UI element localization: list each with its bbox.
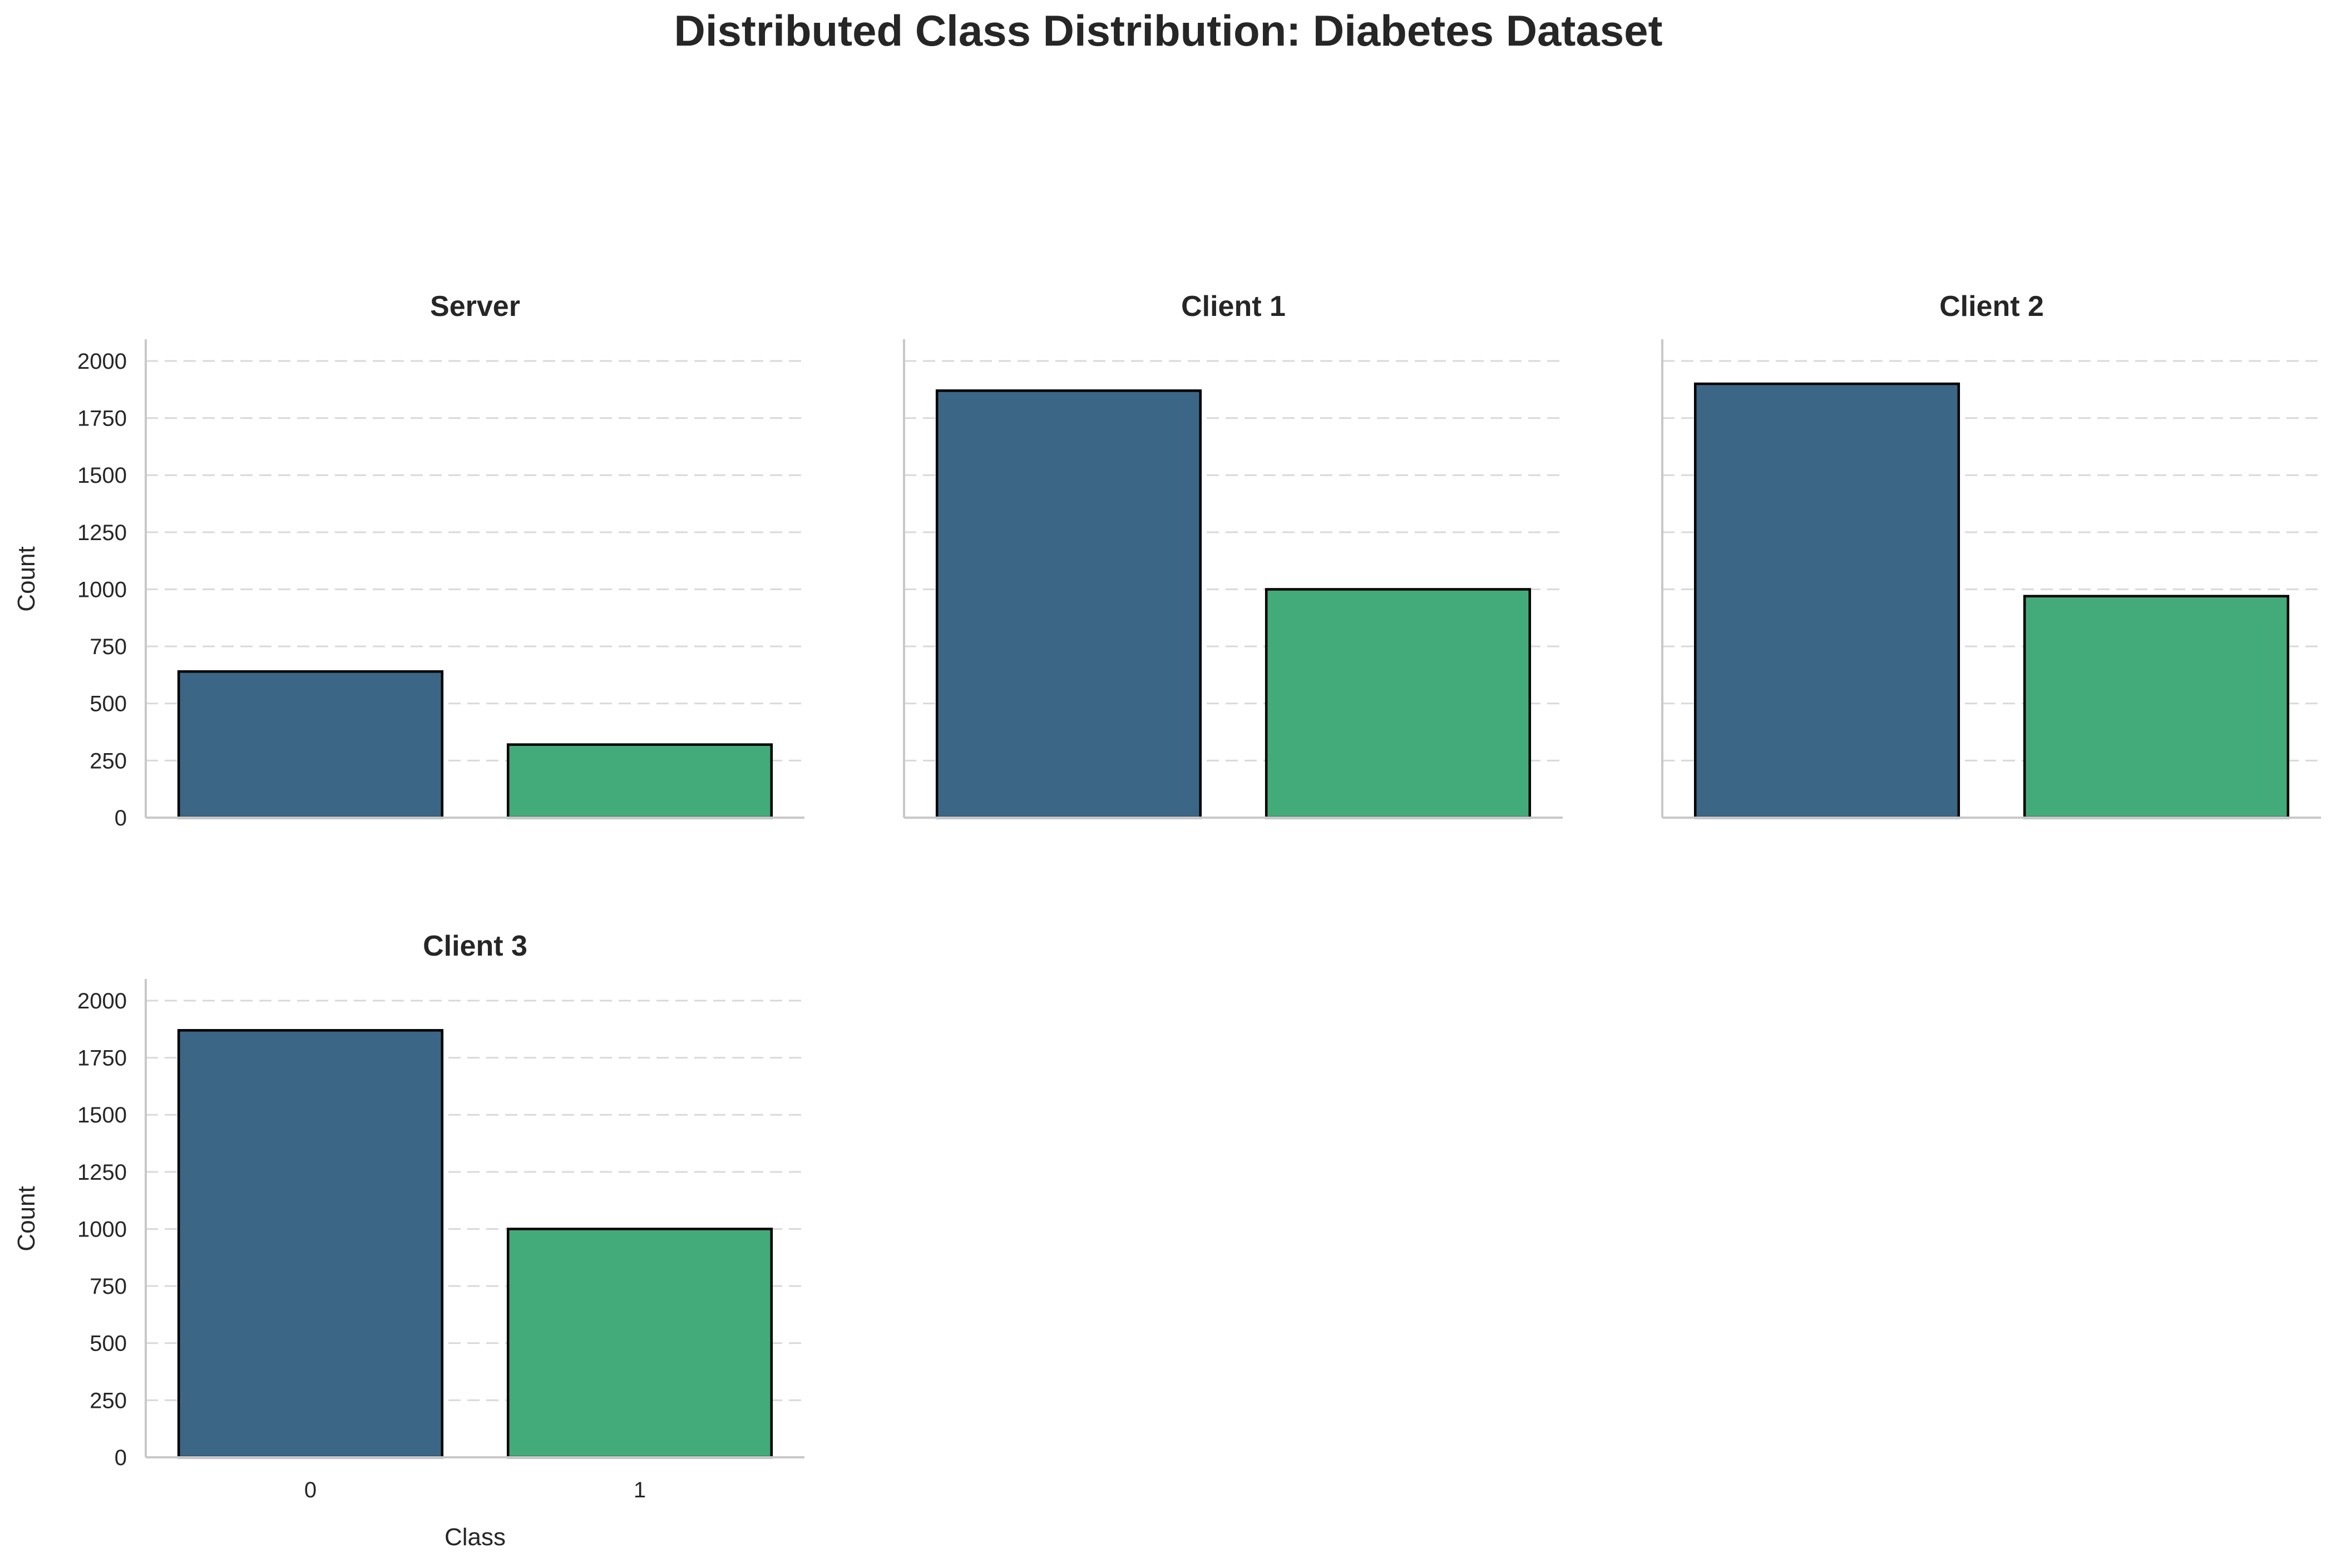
bar-class-0	[177, 1029, 444, 1459]
x-tick-label: 1	[634, 1478, 646, 1502]
subplot-2: Client 1	[903, 290, 1563, 819]
subplot-1: Server 0 250 500 750 1000 1250 1500 1750 2000 Coun…	[13, 290, 804, 830]
y-tick-label: 750	[90, 635, 127, 659]
y-tick-label: 750	[90, 1274, 127, 1299]
y-tick-label: 500	[90, 1332, 127, 1356]
y-tick-label: 1750	[77, 407, 127, 431]
y-axis-label: Count	[13, 1186, 40, 1251]
y-tick-label: 1000	[77, 577, 127, 602]
bar-class-1	[2023, 595, 2290, 819]
bar-class-0	[177, 670, 444, 819]
y-tick-label: 1750	[77, 1046, 127, 1071]
bar-class-1	[506, 1228, 773, 1459]
subplot-title: Server	[430, 290, 520, 323]
figure-title: Distributed Class Distribution: Diabetes…	[674, 6, 1662, 55]
y-tick-label: 250	[90, 1388, 127, 1413]
y-axis-label: Count	[13, 546, 40, 611]
subplot-3: Client 2	[1661, 290, 2321, 819]
y-tick-label: 1500	[77, 1103, 127, 1127]
y-tick-label: 1500	[77, 463, 127, 488]
y-tick-label: 2000	[77, 349, 127, 374]
subplot-title: Client 2	[1939, 290, 2044, 323]
subplot-title: Client 1	[1181, 290, 1286, 323]
bar-class-0	[1693, 382, 1960, 819]
y-tick-label: 0	[115, 806, 127, 830]
bar-class-1	[1265, 588, 1532, 819]
subplot-4: Client 3 0 250 500 750 1000 1250 1500 1750 2000 0 1…	[13, 930, 804, 1551]
y-tick-label: 1000	[77, 1217, 127, 1241]
x-tick-label: 0	[304, 1478, 317, 1502]
bar-class-1	[506, 743, 773, 819]
y-tick-label: 1250	[77, 521, 127, 545]
y-tick-label: 2000	[77, 989, 127, 1013]
bar-class-0	[935, 389, 1202, 819]
y-tick-label: 500	[90, 692, 127, 716]
subplot-title: Client 3	[423, 930, 527, 962]
y-tick-label: 250	[90, 749, 127, 773]
x-axis-label: Class	[445, 1524, 506, 1551]
y-tick-label: 0	[115, 1446, 127, 1470]
y-tick-label: 1250	[77, 1160, 127, 1185]
subplot-grid: Server025050075010001250150017502000Coun…	[13, 290, 2321, 1551]
